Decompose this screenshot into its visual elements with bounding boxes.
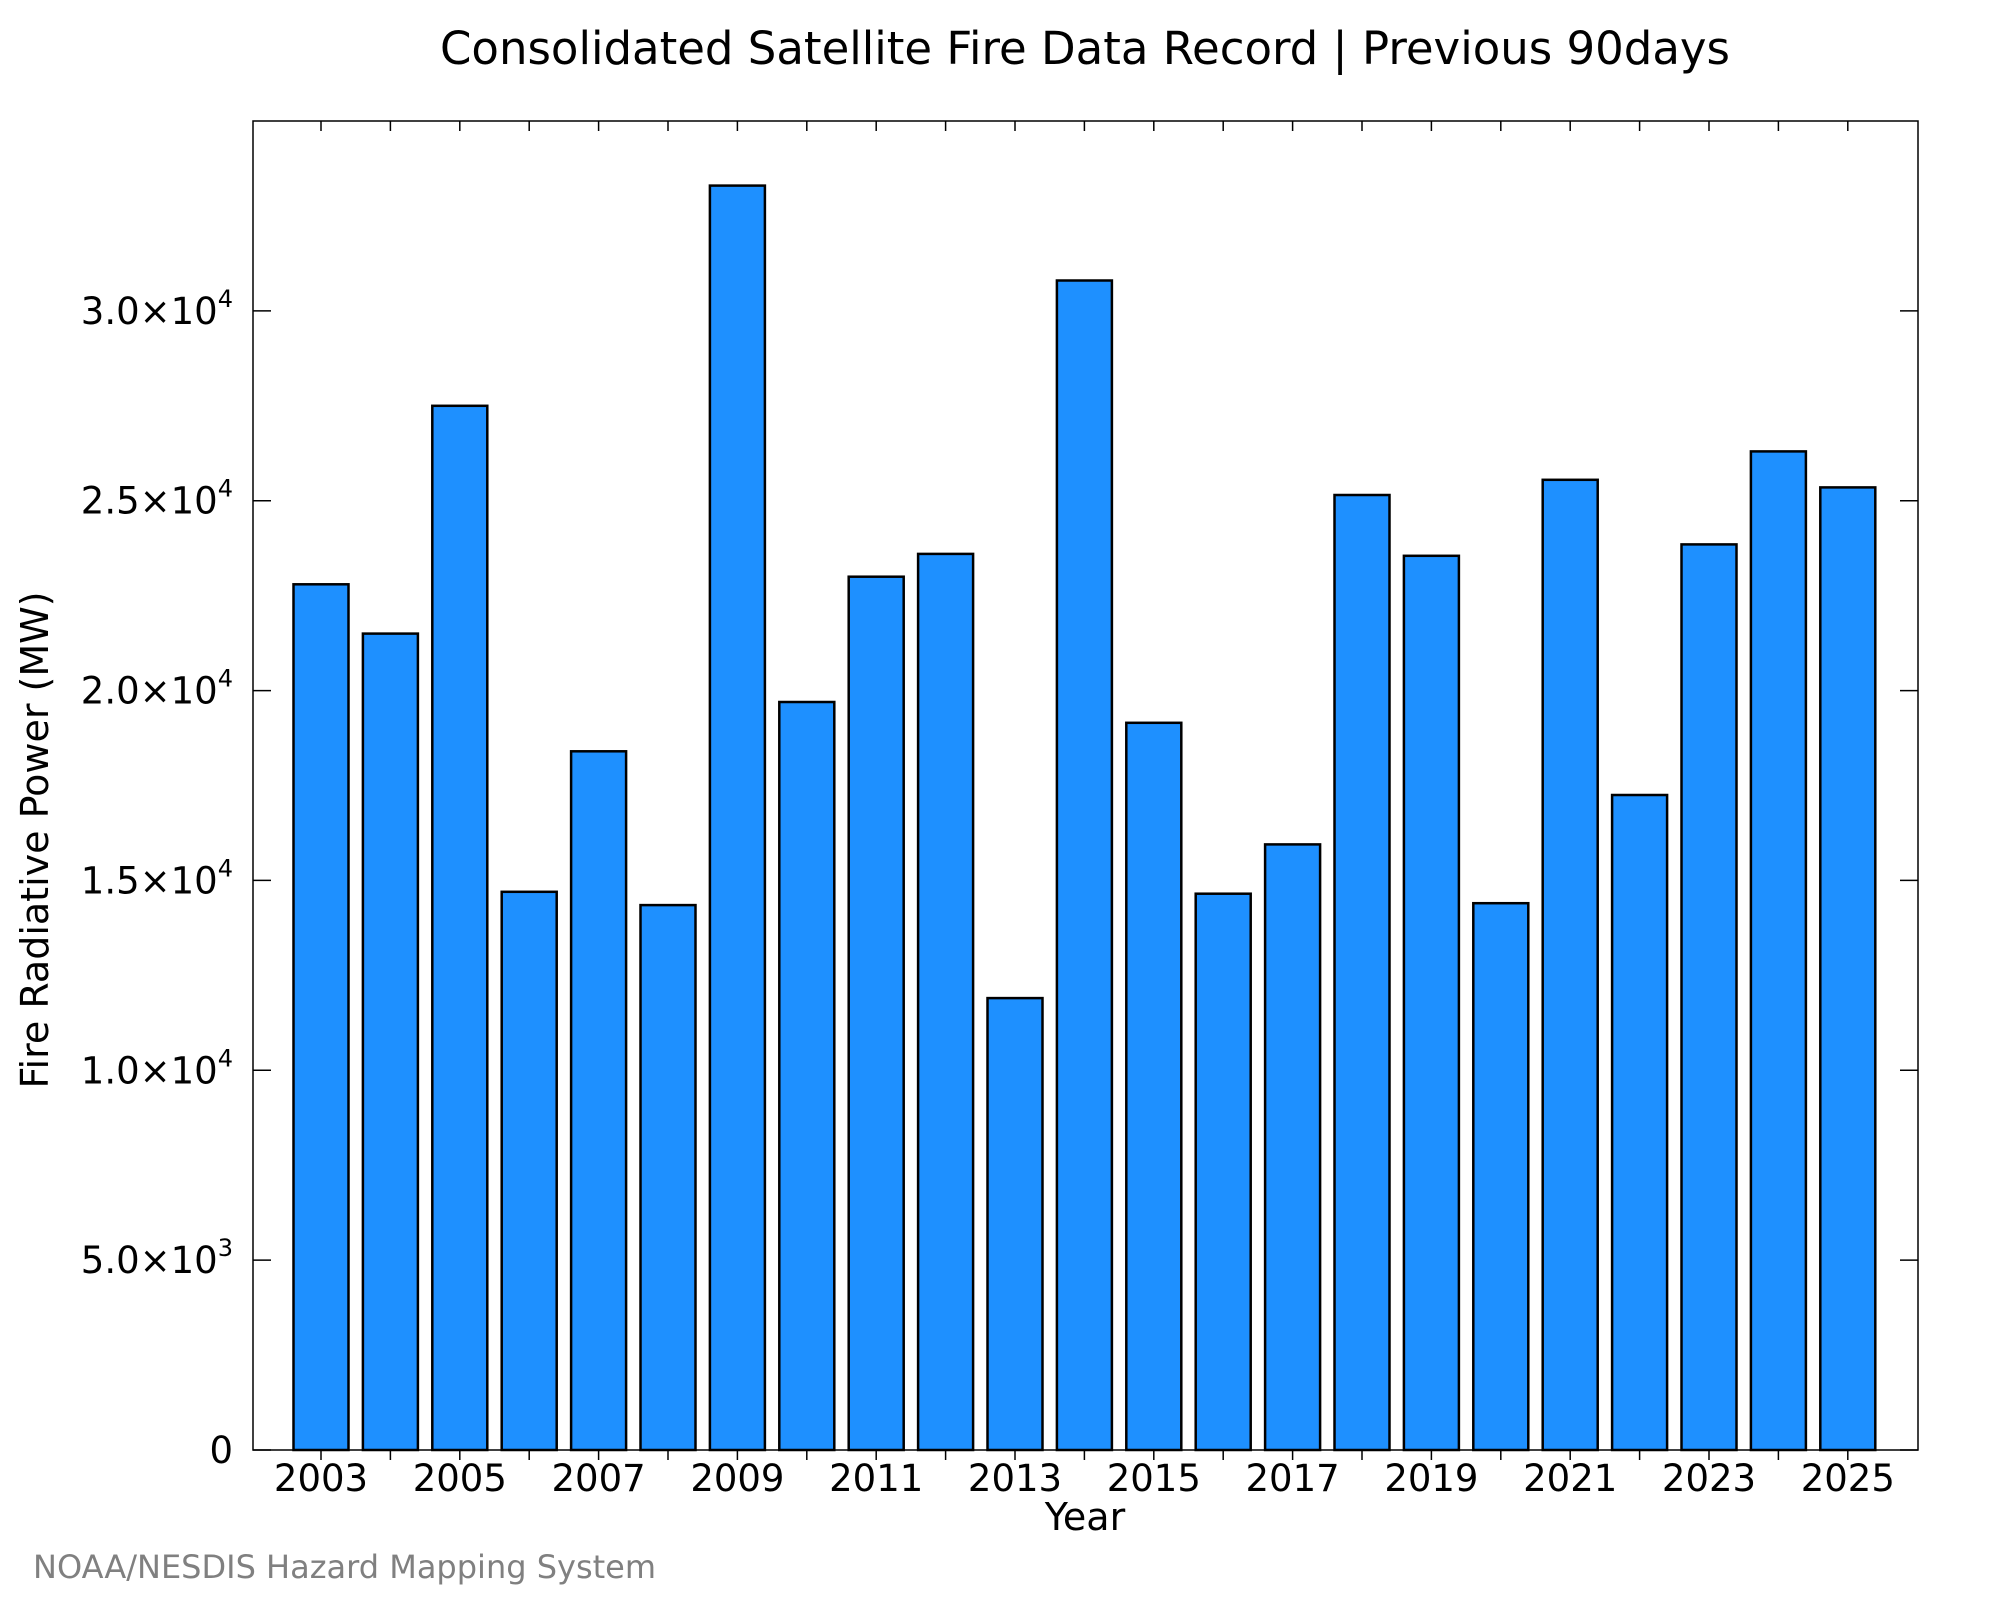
y-tick-label: 1.5×104 xyxy=(81,854,233,902)
bar-2004 xyxy=(361,632,420,1452)
bar-2015 xyxy=(1125,721,1183,1452)
y-tick-mantissa: 0 xyxy=(209,1429,233,1472)
y-tick-label: 3.0×104 xyxy=(81,285,233,333)
y-tick-exponent: 4 xyxy=(218,854,233,882)
bar-2016 xyxy=(1194,892,1252,1452)
bar-2008 xyxy=(639,903,697,1452)
bar-2013 xyxy=(986,996,1044,1452)
bar-2024 xyxy=(1749,450,1808,1452)
bar-2020 xyxy=(1472,901,1530,1452)
x-tick-label: 2015 xyxy=(1107,1457,1201,1500)
x-tick-label: 2023 xyxy=(1662,1457,1756,1500)
plot-area: 05.0×1031.0×1041.5×1042.0×1042.5×1043.0×… xyxy=(81,120,1919,1500)
y-tick-mantissa: 1.0×10 xyxy=(81,1049,218,1092)
y-tick-exponent: 3 xyxy=(218,1234,233,1262)
x-tick-label: 2019 xyxy=(1384,1457,1478,1500)
bar-2022 xyxy=(1610,793,1669,1452)
bar-2025 xyxy=(1819,486,1877,1452)
bar-2011 xyxy=(847,575,905,1452)
x-axis-label: Year xyxy=(1044,1495,1126,1539)
chart-title: Consolidated Satellite Fire Data Record … xyxy=(440,22,1730,75)
bar-2014 xyxy=(1055,279,1114,1452)
y-tick-mantissa: 2.5×10 xyxy=(81,480,218,523)
x-tick-label: 2013 xyxy=(968,1457,1062,1500)
x-tick-label: 2003 xyxy=(274,1457,368,1500)
bar-2023 xyxy=(1680,543,1738,1452)
y-tick-label: 1.0×104 xyxy=(81,1044,233,1092)
y-tick-label: 5.0×103 xyxy=(81,1234,233,1282)
y-tick-label: 2.0×104 xyxy=(81,665,233,713)
x-tick-label: 2009 xyxy=(690,1457,784,1500)
y-tick-mantissa: 1.5×10 xyxy=(81,859,218,902)
credit-text: NOAA/NESDIS Hazard Mapping System xyxy=(33,1548,656,1586)
bar-2009 xyxy=(708,184,767,1452)
x-tick-label: 2017 xyxy=(1246,1457,1340,1500)
y-tick-mantissa: 5.0×10 xyxy=(81,1239,218,1282)
x-tick-label: 2021 xyxy=(1523,1457,1617,1500)
y-tick-label: 2.5×104 xyxy=(81,475,233,523)
y-tick-exponent: 4 xyxy=(218,1044,233,1072)
x-tick-label: 2011 xyxy=(829,1457,923,1500)
plot-frame xyxy=(252,120,1919,1451)
x-tick-label: 2007 xyxy=(552,1457,646,1500)
bar-2010 xyxy=(778,700,836,1452)
y-tick-exponent: 4 xyxy=(218,475,233,503)
y-tick-exponent: 4 xyxy=(218,285,233,313)
bar-2021 xyxy=(1541,478,1599,1452)
y-tick-mantissa: 3.0×10 xyxy=(81,290,218,333)
bar-2005 xyxy=(431,404,489,1452)
y-tick-exponent: 4 xyxy=(218,665,233,693)
x-tick-label: 2025 xyxy=(1801,1457,1895,1500)
y-axis-label: Fire Radiative Power (MW) xyxy=(13,591,57,1088)
y-tick-label: 0 xyxy=(209,1429,233,1472)
bar-2017 xyxy=(1263,843,1322,1452)
bar-2018 xyxy=(1333,493,1391,1452)
bar-2007 xyxy=(569,750,628,1452)
bar-2003 xyxy=(292,583,350,1452)
bar-2019 xyxy=(1402,554,1461,1452)
x-tick-label: 2005 xyxy=(413,1457,507,1500)
bar-2012 xyxy=(916,552,975,1452)
bar-2006 xyxy=(500,890,558,1452)
y-tick-mantissa: 2.0×10 xyxy=(81,670,218,713)
